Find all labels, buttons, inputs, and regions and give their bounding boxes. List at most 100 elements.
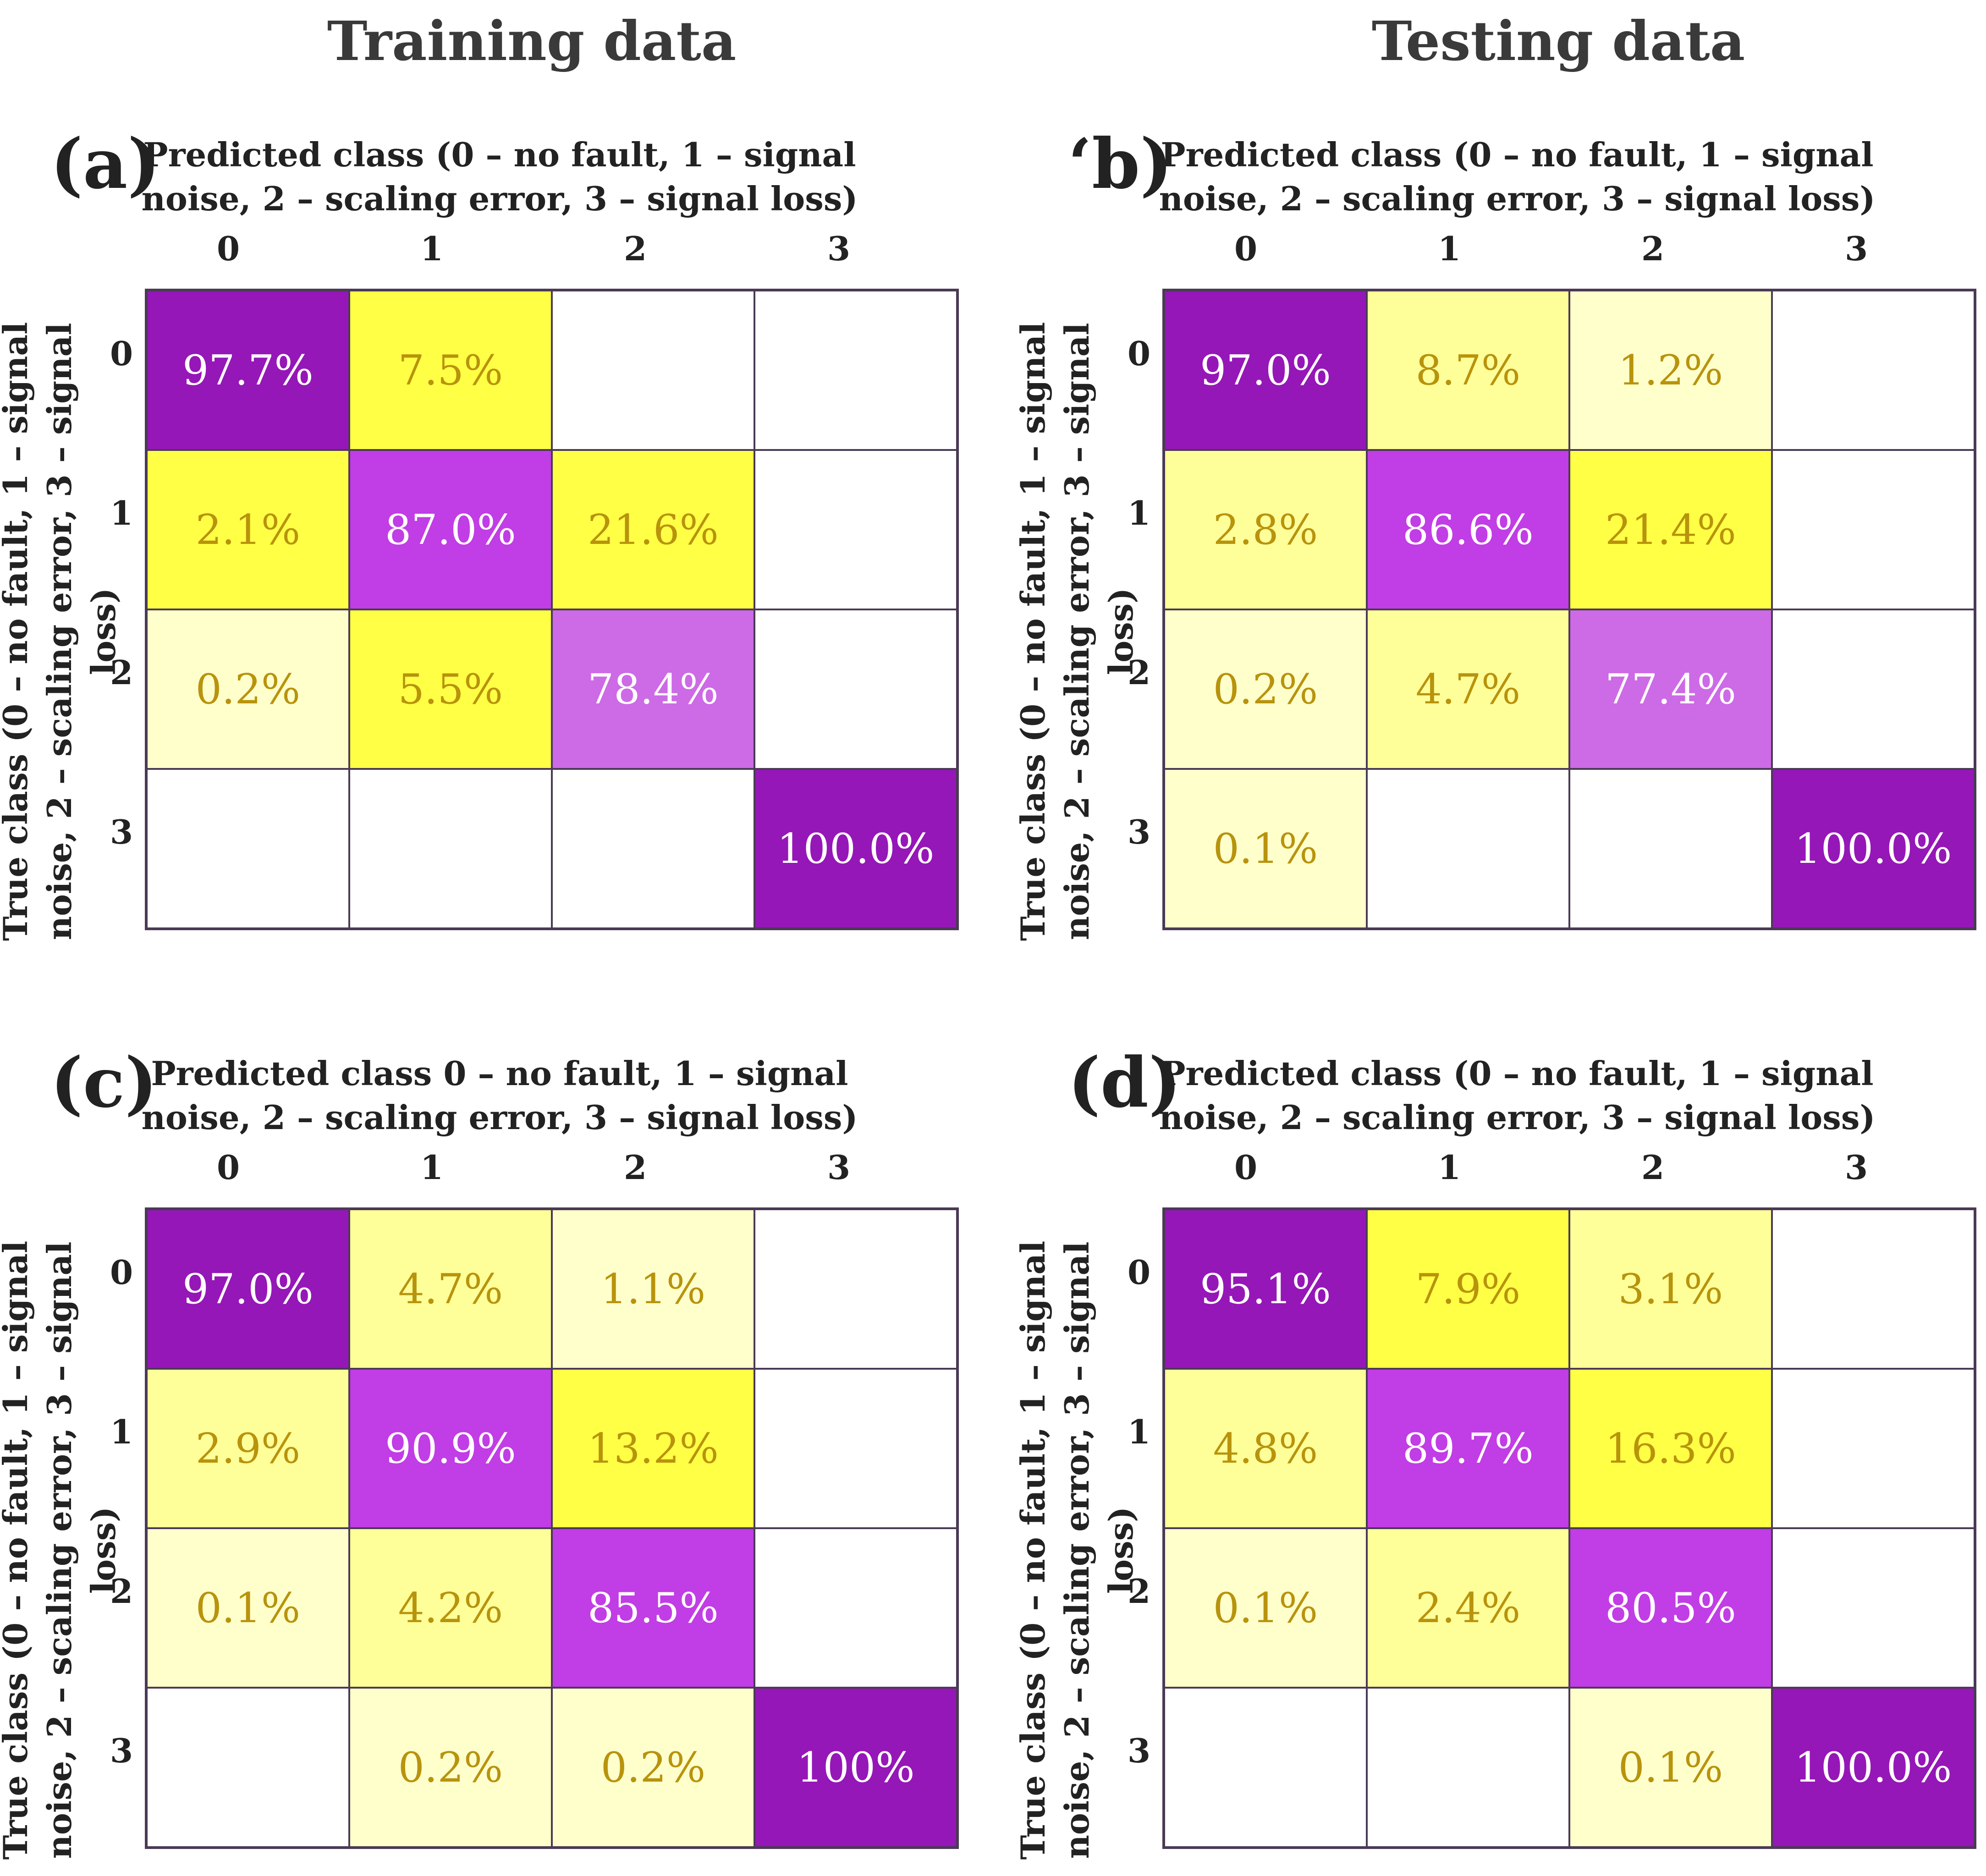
x-axis-title: Predicted class (0 – no fault, 1 – signa…	[141, 135, 858, 218]
matrix-cell: 100%	[754, 1688, 957, 1847]
x-tick-label: 0	[216, 229, 240, 268]
matrix-cell: 4.7%	[1367, 609, 1569, 769]
matrix-cell: 5.5%	[349, 609, 552, 769]
confusion-matrix-grid: 97.0% 4.7% 1.1% 2.9% 90.9% 13.2% 0.1% 4.2% 85.5%…	[145, 1207, 959, 1849]
matrix-cell: 0.2%	[1164, 609, 1367, 769]
x-tick-label: 1	[420, 1148, 444, 1187]
matrix-cell: 90.9%	[349, 1369, 552, 1528]
x-tick-label: 2	[1641, 229, 1665, 268]
matrix-cell	[1772, 291, 1975, 450]
matrix-cell	[1772, 1369, 1975, 1528]
confusion-matrix-grid: 95.1% 7.9% 3.1% 4.8% 89.7% 16.3% 0.1% 2.4% 80.5%…	[1162, 1207, 1976, 1849]
x-tick-label: 0	[1234, 1148, 1258, 1187]
matrix-cell: 89.7%	[1367, 1369, 1569, 1528]
matrix-cell: 2.8%	[1164, 450, 1367, 609]
matrix-cell: 4.7%	[349, 1209, 552, 1369]
confusion-matrix-panel: ‘b) Predicted class (0 – no fault, 1 – si…	[1013, 0, 1986, 941]
matrix-cell	[1772, 1528, 1975, 1688]
matrix-cell: 2.1%	[147, 450, 349, 609]
panel-label: ‘b)	[1068, 124, 1173, 204]
matrix-cell	[1772, 609, 1975, 769]
matrix-cell	[147, 769, 349, 928]
matrix-cell	[1367, 1688, 1569, 1847]
x-tick-label: 3	[827, 1148, 851, 1187]
y-tick-label: 0	[110, 1253, 133, 1292]
matrix-cell	[754, 1209, 957, 1369]
y-tick-label: 0	[1127, 334, 1151, 373]
y-axis-title: True class (0 – no fault, 1 – signal noi…	[0, 1240, 123, 1860]
matrix-cell: 4.8%	[1164, 1369, 1367, 1528]
y-tick-label: 3	[1127, 1731, 1151, 1770]
y-tick-label: 0	[1127, 1253, 1151, 1292]
column-title-training: Training data	[327, 9, 737, 73]
y-tick-label: 2	[110, 653, 133, 692]
y-tick-label: 0	[110, 334, 133, 373]
x-tick-label: 1	[1437, 229, 1461, 268]
y-tick-label: 1	[110, 1412, 133, 1451]
matrix-cell	[1569, 769, 1772, 928]
y-axis-title: True class (0 – no fault, 1 – signal noi…	[1013, 1240, 1140, 1860]
x-axis-title: Predicted class 0 – no fault, 1 – signal…	[141, 1054, 858, 1137]
matrix-cell: 0.2%	[552, 1688, 754, 1847]
y-tick-label: 3	[1127, 812, 1151, 851]
x-tick-label: 0	[216, 1148, 240, 1187]
confusion-matrix-panel: (c) Predicted class 0 – no fault, 1 – sig…	[0, 919, 990, 1860]
matrix-cell: 0.1%	[1164, 769, 1367, 928]
matrix-cell: 3.1%	[1569, 1209, 1772, 1369]
matrix-cell: 21.4%	[1569, 450, 1772, 609]
matrix-cell	[1164, 1688, 1367, 1847]
matrix-cell: 87.0%	[349, 450, 552, 609]
matrix-cell: 0.2%	[147, 609, 349, 769]
y-tick-label: 2	[1127, 1572, 1151, 1611]
x-tick-label: 3	[827, 229, 851, 268]
matrix-cell: 97.0%	[147, 1209, 349, 1369]
confusion-matrix-grid: 97.7% 7.5% 2.1% 87.0% 21.6% 0.2% 5.5% 78.4% 100.…	[145, 289, 959, 930]
matrix-cell: 1.1%	[552, 1209, 754, 1369]
x-tick-label: 2	[623, 1148, 647, 1187]
panel-label: (a)	[50, 124, 160, 204]
panel-label: (c)	[50, 1042, 158, 1123]
x-tick-label: 0	[1234, 229, 1258, 268]
matrix-cell	[754, 1369, 957, 1528]
x-tick-label: 3	[1844, 1148, 1868, 1187]
x-tick-label: 1	[1437, 1148, 1461, 1187]
x-tick-label: 2	[623, 229, 647, 268]
matrix-cell: 86.6%	[1367, 450, 1569, 609]
y-axis-title: True class (0 – no fault, 1 – signal noi…	[0, 322, 123, 941]
y-tick-label: 3	[110, 812, 133, 851]
matrix-cell: 8.7%	[1367, 291, 1569, 450]
matrix-cell: 2.9%	[147, 1369, 349, 1528]
matrix-cell: 0.2%	[349, 1688, 552, 1847]
x-tick-label: 1	[420, 229, 444, 268]
matrix-cell: 80.5%	[1569, 1528, 1772, 1688]
x-tick-label: 2	[1641, 1148, 1665, 1187]
y-axis-title: True class (0 – no fault, 1 – signal noi…	[1013, 322, 1140, 941]
matrix-cell: 85.5%	[552, 1528, 754, 1688]
x-tick-label: 3	[1844, 229, 1868, 268]
column-title-testing: Testing data	[1371, 9, 1745, 73]
x-axis-title: Predicted class (0 – no fault, 1 – signa…	[1159, 1054, 1876, 1137]
x-axis-title: Predicted class (0 – no fault, 1 – signa…	[1159, 135, 1876, 218]
matrix-cell: 97.7%	[147, 291, 349, 450]
matrix-cell	[754, 450, 957, 609]
matrix-cell: 97.0%	[1164, 291, 1367, 450]
matrix-cell: 7.9%	[1367, 1209, 1569, 1369]
matrix-cell: 77.4%	[1569, 609, 1772, 769]
y-tick-label: 2	[110, 1572, 133, 1611]
matrix-cell	[1772, 450, 1975, 609]
matrix-cell: 7.5%	[349, 291, 552, 450]
y-tick-label: 3	[110, 1731, 133, 1770]
matrix-cell	[754, 609, 957, 769]
matrix-cell: 2.4%	[1367, 1528, 1569, 1688]
panel-label: (d)	[1068, 1042, 1181, 1123]
confusion-matrix-panel: (d) Predicted class (0 – no fault, 1 – si…	[1013, 919, 1986, 1860]
confusion-matrix-panel: (a) Predicted class (0 – no fault, 1 – si…	[0, 0, 990, 941]
matrix-cell: 0.1%	[1164, 1528, 1367, 1688]
matrix-cell: 95.1%	[1164, 1209, 1367, 1369]
matrix-cell: 16.3%	[1569, 1369, 1772, 1528]
matrix-cell	[349, 769, 552, 928]
matrix-cell: 100.0%	[1772, 769, 1975, 928]
matrix-cell: 21.6%	[552, 450, 754, 609]
matrix-cell: 0.1%	[147, 1528, 349, 1688]
matrix-cell	[552, 291, 754, 450]
